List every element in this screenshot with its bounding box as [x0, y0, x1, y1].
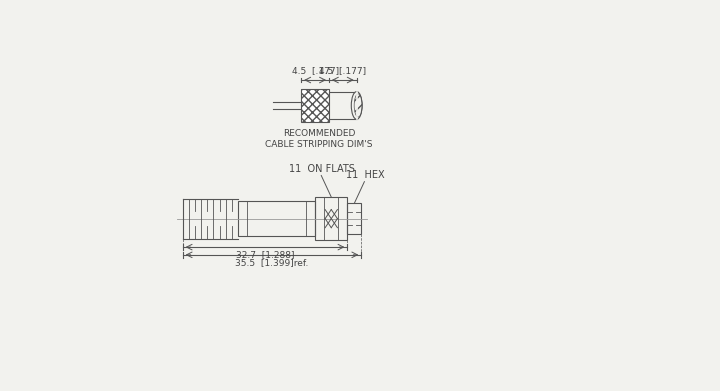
Bar	[315, 197, 348, 240]
Text: 4.5  [.177]: 4.5 [.177]	[319, 66, 366, 75]
Text: 4.5  [.177]: 4.5 [.177]	[292, 66, 338, 75]
Ellipse shape	[351, 91, 362, 119]
Text: 35.5  [1.399]ref.: 35.5 [1.399]ref.	[235, 258, 309, 267]
Text: RECOMMENDED
CABLE STRIPPING DIM'S: RECOMMENDED CABLE STRIPPING DIM'S	[265, 129, 373, 149]
Bar	[329, 91, 356, 119]
Text: 32.7  [1.288]: 32.7 [1.288]	[236, 250, 294, 259]
Bar	[301, 89, 329, 122]
Bar	[348, 203, 361, 234]
Text: 11  HEX: 11 HEX	[346, 170, 384, 180]
Bar	[238, 201, 315, 236]
Bar	[301, 89, 329, 122]
Text: 11  ON FLATS: 11 ON FLATS	[289, 164, 355, 174]
